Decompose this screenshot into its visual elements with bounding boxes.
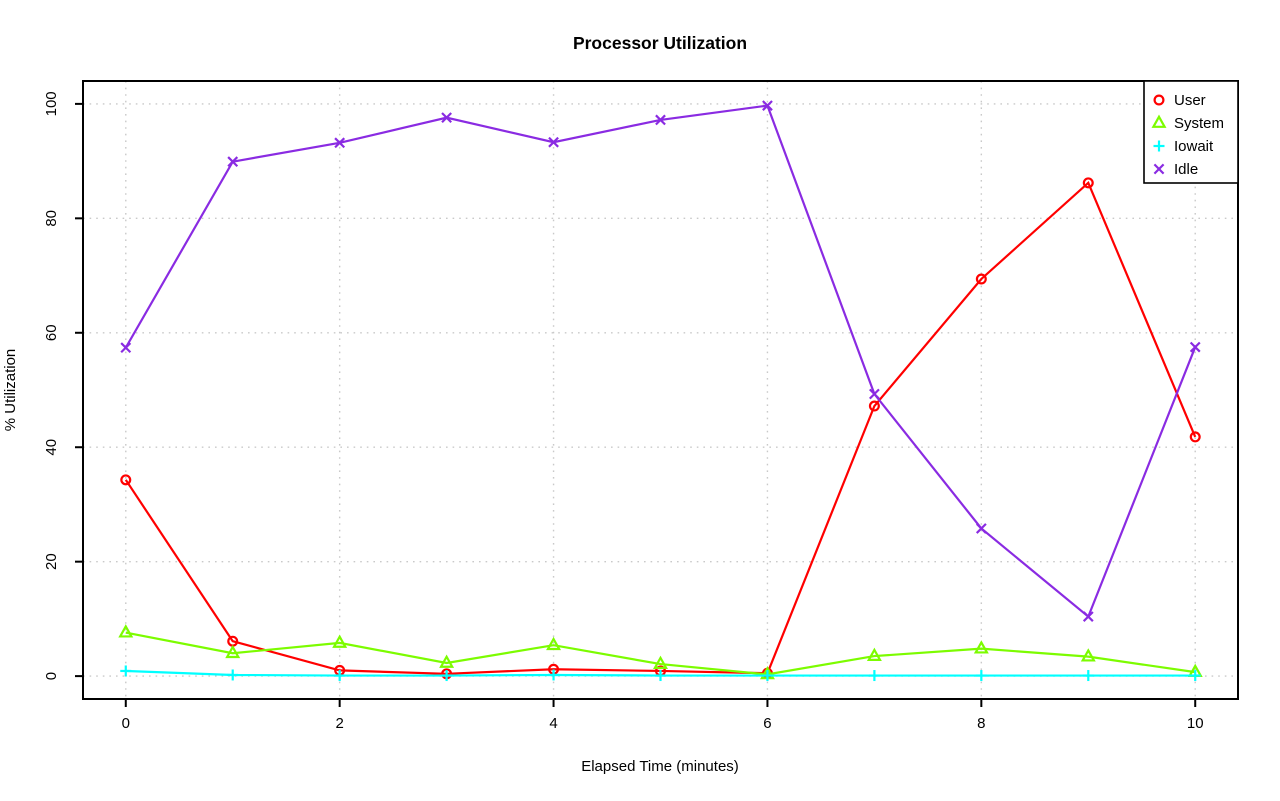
triangle-marker bbox=[332, 634, 348, 648]
plot-border bbox=[82, 80, 1239, 700]
x-tick-label: 0 bbox=[122, 715, 130, 732]
x-tick-label: 8 bbox=[977, 715, 985, 732]
x-tick-label: 2 bbox=[335, 715, 343, 732]
x-tick-label: 10 bbox=[1187, 715, 1204, 732]
x-marker bbox=[762, 100, 773, 111]
y-tick-label: 80 bbox=[43, 210, 60, 227]
legend-box bbox=[1143, 80, 1239, 184]
x-tick-label: 6 bbox=[763, 715, 771, 732]
y-tick-label: 20 bbox=[43, 553, 60, 570]
chart-title: Processor Utilization bbox=[573, 33, 747, 53]
legend-label: User bbox=[1174, 92, 1206, 109]
y-tick-label: 100 bbox=[43, 91, 60, 116]
circle-marker bbox=[975, 273, 987, 285]
x-marker bbox=[869, 388, 880, 400]
circle-marker bbox=[868, 400, 880, 412]
series-line bbox=[124, 181, 1197, 675]
triangle-marker bbox=[973, 640, 989, 654]
x-tick-label: 4 bbox=[549, 715, 557, 732]
x-marker bbox=[1153, 163, 1165, 175]
y-axis-label: % Utilization bbox=[2, 349, 19, 432]
circle-marker bbox=[1189, 431, 1201, 443]
series-line bbox=[125, 631, 1196, 676]
data-series bbox=[118, 100, 1203, 682]
triangle-marker bbox=[653, 655, 668, 669]
y-tick-label: 0 bbox=[43, 672, 60, 680]
triangle-marker bbox=[866, 647, 882, 661]
gridlines bbox=[83, 81, 1238, 699]
triangle-marker bbox=[118, 624, 134, 638]
x-marker bbox=[1082, 611, 1094, 622]
legend-item-idle: Idle bbox=[1153, 161, 1198, 178]
triangle-marker bbox=[1151, 114, 1167, 128]
x-marker bbox=[120, 342, 132, 354]
triangle-marker bbox=[225, 644, 241, 659]
y-tick-label: 60 bbox=[43, 324, 60, 341]
x-marker bbox=[441, 112, 452, 124]
series-iowait bbox=[120, 665, 1201, 682]
legend-label: Iowait bbox=[1174, 138, 1214, 155]
circle-marker bbox=[1082, 177, 1094, 189]
series-line bbox=[124, 104, 1197, 619]
x-marker bbox=[975, 523, 987, 534]
legend-item-system: System bbox=[1151, 114, 1224, 132]
triangle-marker bbox=[439, 654, 455, 668]
legend-item-iowait: Iowait bbox=[1153, 138, 1214, 155]
y-tick-label: 40 bbox=[43, 439, 60, 456]
legend: User System Iowait Idle bbox=[1143, 80, 1239, 184]
x-marker bbox=[655, 114, 666, 126]
x-marker bbox=[1189, 341, 1201, 353]
series-idle bbox=[120, 100, 1201, 622]
triangle-marker bbox=[1080, 648, 1096, 662]
circle-marker bbox=[1153, 94, 1165, 106]
x-marker bbox=[548, 136, 559, 148]
x-marker bbox=[227, 156, 239, 168]
legend-item-user: User bbox=[1153, 92, 1206, 109]
circle-marker bbox=[120, 474, 132, 486]
series-user bbox=[120, 177, 1201, 680]
triangle-marker bbox=[546, 636, 562, 651]
legend-label: Idle bbox=[1174, 161, 1198, 178]
x-marker bbox=[334, 137, 346, 149]
x-axis-label: Elapsed Time (minutes) bbox=[581, 758, 739, 775]
legend-label: System bbox=[1174, 115, 1224, 132]
